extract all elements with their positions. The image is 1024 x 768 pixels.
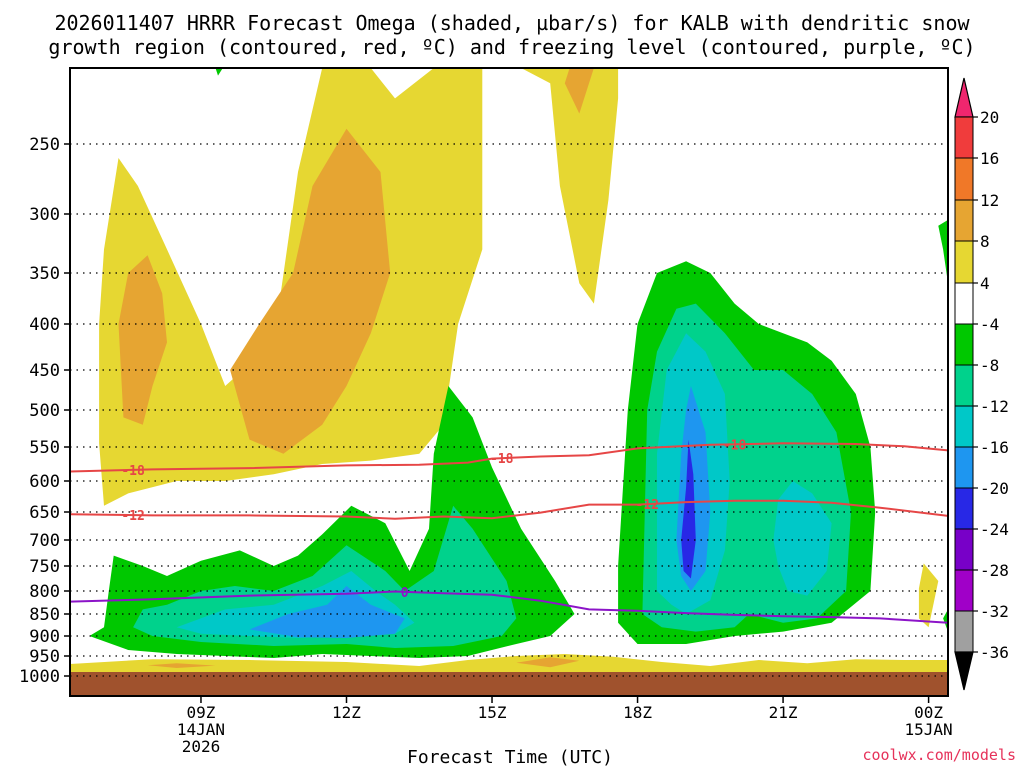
colorbar-label-9: -20 — [980, 479, 1009, 498]
plot-frame — [69, 67, 949, 697]
colorbar-label-2: 12 — [980, 191, 999, 210]
colorbar-label-6: -8 — [980, 356, 999, 375]
y-tick-label-400: 400 — [29, 315, 60, 335]
y-tick-label-350: 350 — [29, 264, 60, 284]
x-tick-date-09Z: 14JAN — [177, 720, 225, 739]
y-tick-label-850: 850 — [29, 605, 60, 625]
plot-inner: -18 -18 -18 -12 -12 0 — [70, 68, 948, 696]
colorbar-segment-4 — [954, 282, 974, 325]
y-tick-label-550: 550 — [29, 438, 60, 458]
contour-line--12 — [70, 499, 948, 520]
x-tick-label-18Z: 18Z — [623, 703, 652, 722]
colorbar-segment-5 — [954, 323, 974, 366]
x-tick-date-00Z: 15JAN — [905, 720, 953, 739]
plot-area: -18 -18 -18 -12 -12 0 250 300 350 400 450 500 550 600… — [19, 67, 953, 756]
omega-region-6 — [70, 654, 948, 672]
omega-region-7 — [516, 657, 580, 668]
omega-region-8 — [147, 663, 216, 668]
x-tick-label-21Z: 21Z — [769, 703, 798, 722]
terrain-strip — [70, 672, 948, 696]
x-tick-label-00Z: 00Z — [914, 703, 943, 722]
x-tick-label-09Z: 09Z — [187, 703, 216, 722]
colorbar-label-0: 20 — [980, 108, 999, 127]
colorbar-segment-9 — [954, 487, 974, 530]
omega-region-19 — [938, 219, 948, 284]
contour-line-0 — [70, 590, 948, 624]
colorbar-label-13: -36 — [980, 643, 1009, 662]
colorbar-segment-2 — [954, 199, 974, 242]
omega-region-20 — [943, 609, 948, 632]
omega-region-18 — [681, 439, 696, 579]
colorbar-label-8: -16 — [980, 438, 1009, 457]
y-tick-label-650: 650 — [29, 503, 60, 523]
omega-region-16 — [773, 481, 832, 596]
colorbar-label-3: 8 — [980, 232, 990, 251]
contour-line--18 — [70, 442, 948, 473]
chart-title-line2: growth region (contoured, red, ºC) and f… — [48, 35, 975, 59]
contour-label-0-0: 0 — [401, 586, 409, 601]
chart-title-line1: 2026011407 HRRR Forecast Omega (shaded, … — [54, 11, 970, 35]
colorbar-segment-10 — [954, 528, 974, 571]
x-axis-label: Forecast Time (UTC) — [407, 747, 613, 768]
omega-region-3 — [521, 68, 619, 304]
y-tick-label-800: 800 — [29, 582, 60, 602]
colorbar-segment-12 — [954, 610, 974, 653]
colorbar-label-11: -28 — [980, 561, 1009, 580]
colorbar-segment-3 — [954, 240, 974, 284]
colorbar-segment-1 — [954, 157, 974, 201]
colorbar-label-4: 4 — [980, 274, 990, 293]
x-tick-label-12Z: 12Z — [332, 703, 361, 722]
y-tick-label-300: 300 — [29, 205, 60, 225]
colorbar-label-7: -12 — [980, 397, 1009, 416]
omega-region-21 — [215, 68, 226, 76]
y-tick-label-250: 250 — [29, 135, 60, 155]
x-tick-year-09Z: 2026 — [182, 737, 221, 756]
colorbar-segment-8 — [954, 446, 974, 489]
omega-region-5 — [918, 563, 939, 628]
y-tick-label-500: 500 — [29, 401, 60, 421]
colorbar-label-1: 16 — [980, 149, 999, 168]
colorbar-segment-0 — [954, 116, 974, 159]
y-tick-label-750: 750 — [29, 557, 60, 577]
omega-region-2 — [230, 128, 391, 454]
contour-label--18-1: -18 — [490, 452, 514, 467]
colorbar-label-10: -24 — [980, 520, 1009, 539]
credit-text: coolwx.com/models — [862, 746, 1016, 764]
omega-region-12 — [249, 586, 405, 638]
y-tick-label-600: 600 — [29, 472, 60, 492]
omega-region-4 — [564, 68, 594, 114]
contour-label--18-2: -18 — [723, 438, 747, 453]
y-tick-label-450: 450 — [29, 361, 60, 381]
y-tick-label-1000: 1000 — [19, 667, 60, 687]
y-tick-label-950: 950 — [29, 647, 60, 667]
contour-label--12-0: -12 — [121, 509, 144, 524]
contour-label--12-1: -12 — [636, 498, 659, 513]
y-tick-label-900: 900 — [29, 627, 60, 647]
contour-label--18-0: -18 — [121, 464, 145, 479]
colorbar-segment-bottom — [954, 651, 974, 691]
colorbar-segment-7 — [954, 405, 974, 448]
colorbar-label-12: -32 — [980, 602, 1009, 621]
colorbar-segment-6 — [954, 364, 974, 407]
colorbar-segment-11 — [954, 569, 974, 612]
x-tick-label-15Z: 15Z — [478, 703, 507, 722]
y-tick-label-700: 700 — [29, 531, 60, 551]
colorbar-label-5: -4 — [980, 315, 999, 334]
colorbar-segment-top — [954, 77, 974, 118]
omega-region-1 — [118, 255, 167, 425]
colorbar: 20 16 12 8 4 -4 -8 -12 -16 -20 -24 -28 -32 -36 — [954, 77, 1009, 691]
